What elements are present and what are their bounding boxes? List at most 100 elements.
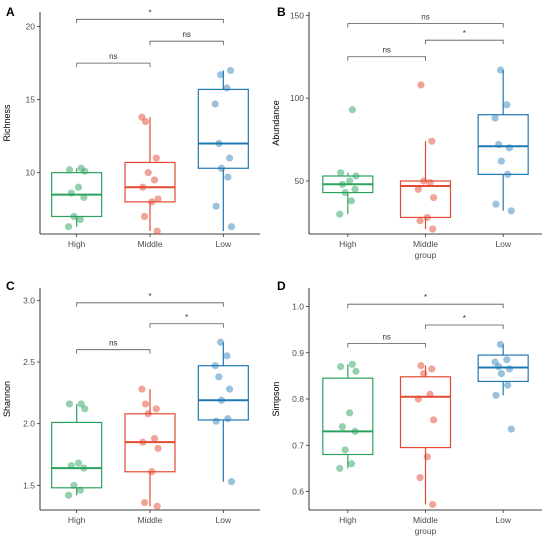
data-point-middle <box>141 212 149 221</box>
data-point-middle <box>148 468 156 476</box>
data-point-high <box>77 400 85 408</box>
significance-label: * <box>424 293 427 302</box>
data-point-high <box>348 106 356 114</box>
x-tick-label: Middle <box>137 239 162 249</box>
x-axis-title: group <box>415 526 437 536</box>
box-low <box>197 342 249 482</box>
significance-bracket: * <box>76 8 224 24</box>
significance-bracket: ns <box>347 13 504 28</box>
y-tick-label: 20 <box>26 22 36 32</box>
data-point-high <box>74 459 83 467</box>
data-point-middle <box>144 410 152 418</box>
data-point-middle <box>430 193 438 202</box>
bracket-line <box>76 62 151 68</box>
data-point-high <box>338 423 347 431</box>
data-point-high <box>346 177 354 185</box>
data-point-low <box>505 144 514 152</box>
panel-letter: C <box>6 279 15 293</box>
x-tick-label: High <box>339 239 357 249</box>
bracket-line <box>347 23 504 28</box>
data-point-high <box>348 360 356 368</box>
box-iqr <box>51 421 103 489</box>
data-point-low <box>497 369 505 378</box>
y-tick-label: 10 <box>26 168 36 178</box>
data-point-middle <box>429 225 437 233</box>
data-point-middle <box>426 179 434 187</box>
significance-label: * <box>148 8 151 17</box>
y-tick-label: 1.5 <box>23 480 35 490</box>
bracket-line <box>76 18 224 24</box>
significance-bracket: ns <box>347 46 426 61</box>
significance-bracket: ns <box>76 339 151 354</box>
data-point-high <box>341 188 349 197</box>
data-point-high <box>64 223 73 231</box>
box-iqr <box>197 88 249 169</box>
y-tick-label: 0.9 <box>292 348 304 358</box>
bracket-line <box>425 324 504 329</box>
y-tick-label: 0.8 <box>292 394 304 404</box>
data-point-low <box>215 139 223 148</box>
data-point-low <box>491 114 499 122</box>
data-point-middle <box>428 137 436 145</box>
significance-label: * <box>463 314 466 323</box>
y-tick-label: 0.7 <box>292 440 304 450</box>
data-point-low <box>224 415 232 423</box>
data-point-high <box>67 462 75 470</box>
x-tick-label: High <box>68 515 86 525</box>
y-axis-title: Simpson <box>271 381 281 416</box>
x-tick-label: Middle <box>413 515 438 525</box>
data-point-low <box>217 71 225 79</box>
box-high <box>51 168 103 227</box>
data-point-middle <box>139 438 147 446</box>
data-point-middle <box>139 183 147 191</box>
y-tick-label: 2.5 <box>23 357 35 367</box>
data-point-high <box>336 464 344 472</box>
x-axis-title: group <box>415 250 437 260</box>
data-point-middle <box>141 400 150 408</box>
data-point-low <box>492 200 500 208</box>
significance-bracket: * <box>425 29 504 45</box>
data-point-middle <box>148 198 156 206</box>
data-point-middle <box>420 369 428 378</box>
y-tick-label: 1.0 <box>292 302 304 312</box>
y-tick-label: 15 <box>26 95 36 105</box>
data-point-middle <box>417 81 425 89</box>
panel-letter: A <box>6 5 15 19</box>
data-point-high <box>351 185 359 193</box>
data-point-high <box>347 460 356 468</box>
box-middle <box>399 365 452 505</box>
data-point-middle <box>153 502 161 510</box>
significance-label: ns <box>421 13 429 22</box>
significance-bracket: * <box>425 314 504 329</box>
data-point-high <box>80 464 88 472</box>
x-tick-label: Low <box>216 515 232 525</box>
bracket-line <box>76 302 224 307</box>
data-point-high <box>346 409 354 417</box>
data-point-high <box>64 491 73 499</box>
y-tick-label: 2.0 <box>23 419 35 429</box>
data-point-low <box>495 363 503 371</box>
data-point-middle <box>423 453 431 461</box>
data-point-high <box>352 172 360 180</box>
box-high <box>322 364 374 469</box>
data-point-middle <box>154 195 162 203</box>
box-low <box>477 344 529 396</box>
data-point-middle <box>152 154 160 162</box>
box-iqr <box>477 114 529 175</box>
data-point-middle <box>417 362 425 370</box>
data-point-middle <box>420 177 428 185</box>
data-point-low <box>492 391 500 399</box>
panel-b: B 50 100 150 Abundance High Middle Low group ns * n… <box>271 5 542 260</box>
x-tick-label: Middle <box>413 239 438 249</box>
y-axis-title: Abundance <box>271 100 281 146</box>
bracket-line <box>149 323 224 328</box>
data-point-low <box>211 362 219 370</box>
x-tick-label: High <box>68 239 86 249</box>
bracket-line <box>149 40 224 46</box>
data-point-low <box>505 365 514 373</box>
data-point-high <box>337 363 345 371</box>
data-point-high <box>80 193 88 202</box>
y-tick-label: 50 <box>295 176 305 186</box>
significance-bracket: * <box>149 313 224 328</box>
data-point-low <box>211 100 219 108</box>
